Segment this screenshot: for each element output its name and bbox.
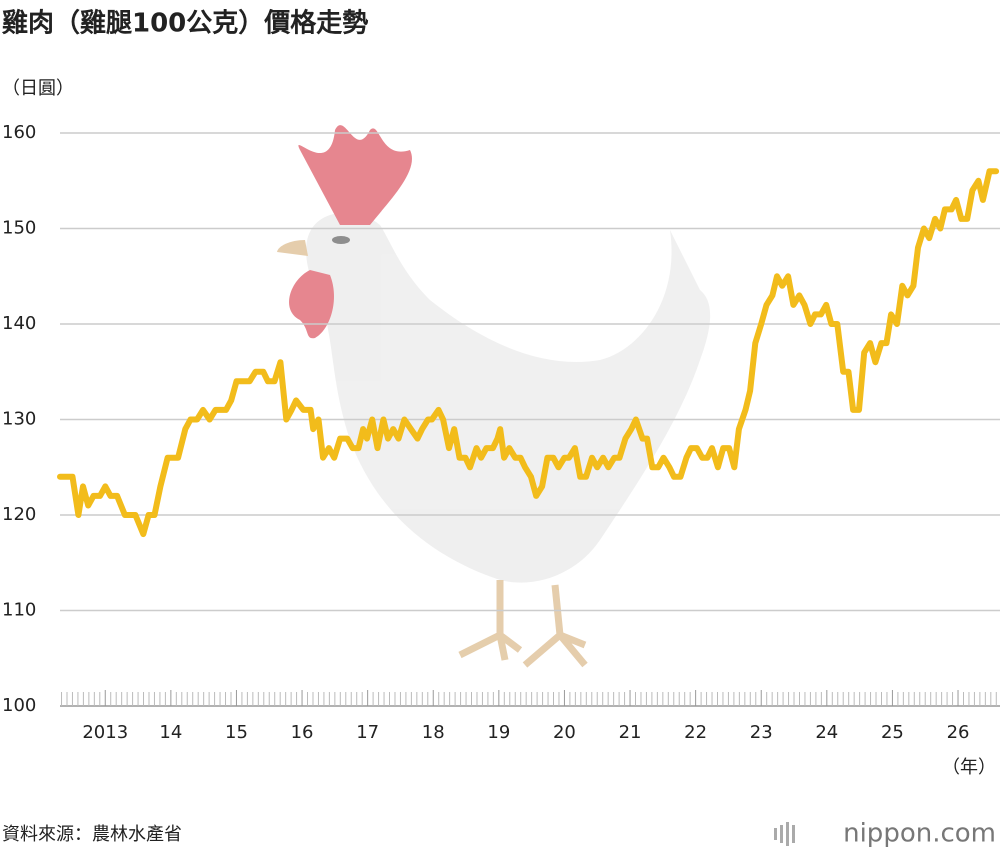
logo: nippon.com xyxy=(843,819,996,849)
chicken-beak xyxy=(277,240,308,256)
x-tick-label: 16 xyxy=(291,722,314,743)
chicken-leg xyxy=(522,584,588,668)
x-tick-label: 21 xyxy=(619,722,642,743)
x-tick-label: 17 xyxy=(356,722,379,743)
x-tick-label: 14 xyxy=(159,722,182,743)
y-tick-label: 120 xyxy=(2,504,36,525)
logo-mark xyxy=(774,822,795,846)
y-tick-label: 140 xyxy=(2,313,36,334)
y-tick-label: 130 xyxy=(2,409,36,430)
y-tick-label: 150 xyxy=(2,218,36,239)
x-axis-label: （年） xyxy=(942,757,996,778)
y-axis-label: （日圓） xyxy=(2,78,74,99)
chicken-body xyxy=(306,212,711,583)
x-tick-label: 15 xyxy=(225,722,248,743)
y-tick-label: 100 xyxy=(2,695,36,716)
chart-title: 雞肉（雞腿100公克）價格走勢 xyxy=(1,8,368,39)
x-tick-label: 19 xyxy=(487,722,510,743)
line xyxy=(57,168,1000,538)
x-tick-label: 25 xyxy=(881,722,904,743)
x-tick-label: 18 xyxy=(422,722,445,743)
chicken-leg xyxy=(458,580,523,661)
chicken-wattle xyxy=(289,270,335,339)
y-tick-label: 110 xyxy=(2,600,36,621)
y-tick-label: 160 xyxy=(2,122,36,143)
chicken-comb xyxy=(298,125,412,225)
chicken-illustration xyxy=(277,125,711,668)
x-tick-label: 2013 xyxy=(82,722,128,743)
x-tick-label: 24 xyxy=(815,722,838,743)
x-tick-label: 20 xyxy=(553,722,576,743)
x-tick-label: 22 xyxy=(684,722,707,743)
chicken-eye xyxy=(332,236,350,244)
x-tick-label: 26 xyxy=(947,722,970,743)
source: 資料來源：農林水產省 xyxy=(2,824,182,845)
x-tick-label: 23 xyxy=(750,722,773,743)
